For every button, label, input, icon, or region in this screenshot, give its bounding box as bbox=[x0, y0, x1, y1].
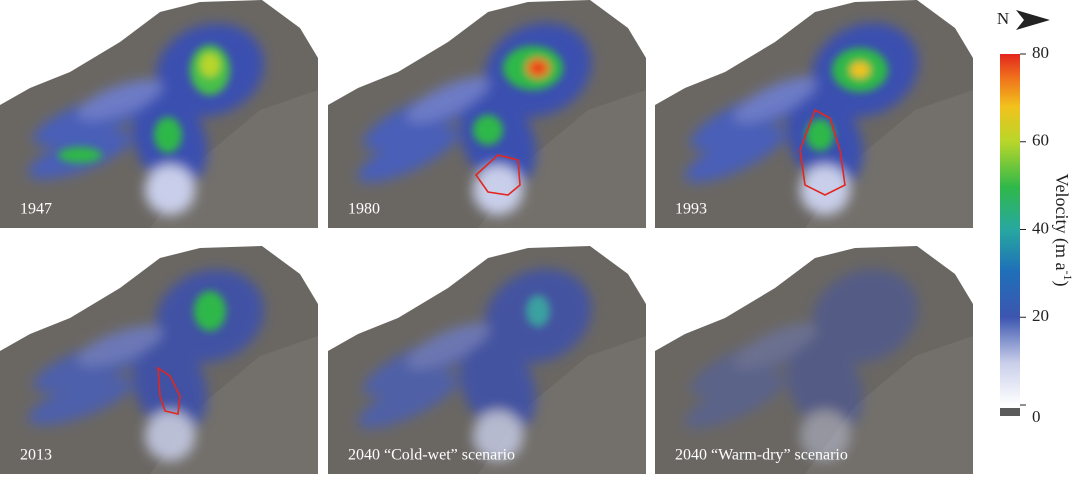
glacier-blob bbox=[406, 323, 490, 369]
glacier bbox=[684, 269, 919, 461]
glacier-blob bbox=[357, 127, 459, 183]
hotspot bbox=[473, 115, 503, 145]
glacier-blob bbox=[811, 269, 919, 363]
glacier bbox=[28, 23, 264, 215]
glacier-blob bbox=[800, 165, 850, 215]
panel-label: 2040 “Warm-dry” scenario bbox=[675, 447, 848, 464]
panel-label: 2013 bbox=[20, 447, 52, 464]
map-panel: 2040 “Warm-dry” scenario bbox=[655, 246, 973, 474]
colorbar-tick-label: 40 bbox=[1032, 218, 1049, 237]
panel-content bbox=[0, 0, 318, 228]
colorbar-tick-label: 0 bbox=[1032, 407, 1041, 426]
map-panel: 2013 bbox=[0, 246, 318, 474]
hotspot bbox=[58, 147, 102, 163]
colorbar-legend: N Velocity (m a-1) 0 20 40 60 80 bbox=[997, 9, 1075, 426]
glacier-blob bbox=[77, 79, 163, 121]
map-panel: 1980 bbox=[328, 0, 646, 228]
glacier-blob bbox=[684, 127, 786, 183]
map-panel: 1993 bbox=[655, 0, 973, 228]
colorbar-tick-label: 20 bbox=[1032, 306, 1049, 325]
glacier-blob bbox=[459, 338, 537, 434]
glacier-blob bbox=[77, 325, 163, 367]
glacier-blob bbox=[28, 376, 132, 426]
colorbar-ramp bbox=[1000, 54, 1020, 405]
glacier bbox=[28, 269, 264, 461]
panel-label: 1993 bbox=[675, 201, 707, 218]
glacier-blob bbox=[145, 411, 195, 461]
hotspot bbox=[200, 53, 220, 77]
map-panel: 2040 “Cold-wet” scenario bbox=[328, 246, 646, 474]
hotspot bbox=[526, 295, 550, 327]
panel-content bbox=[328, 0, 646, 228]
glacier-extent-1947 bbox=[474, 154, 521, 196]
glacier-extent-1947 bbox=[799, 108, 846, 196]
map-panel: 1947 bbox=[0, 0, 318, 228]
glacier-extent-1947 bbox=[157, 366, 181, 415]
glacier-blob bbox=[800, 411, 850, 461]
panel-label: 1947 bbox=[20, 201, 52, 218]
hotspot bbox=[850, 62, 870, 78]
map-panels: 1947 1980 1993 2013 2040 “Cold-wet” scenario… bbox=[0, 0, 973, 474]
glacier-blob bbox=[132, 337, 208, 435]
glacier-blob bbox=[406, 77, 490, 123]
velocity-hotspots bbox=[526, 295, 550, 327]
hotspot bbox=[154, 117, 182, 153]
glacier-blob bbox=[473, 165, 523, 215]
colorbar-tick-label: 60 bbox=[1032, 131, 1049, 150]
glacier-blob bbox=[733, 323, 817, 369]
panel-content bbox=[655, 0, 973, 228]
panel-content bbox=[328, 246, 646, 474]
velocity-hotspots bbox=[194, 291, 226, 331]
velocity-hotspots bbox=[806, 48, 888, 151]
velocity-hotspots bbox=[58, 45, 230, 163]
glacier-blob bbox=[786, 338, 864, 434]
panel-content bbox=[0, 246, 318, 474]
glacier-blob bbox=[473, 411, 523, 461]
hotspot bbox=[532, 63, 544, 73]
glacier-blob bbox=[733, 77, 817, 123]
panel-label: 1980 bbox=[348, 201, 380, 218]
north-arrow bbox=[1016, 10, 1050, 30]
zero-swatch bbox=[1000, 408, 1020, 416]
glacier-blob bbox=[357, 373, 459, 429]
colorbar-title: Velocity (m a-1) bbox=[1051, 174, 1075, 287]
hotspot bbox=[194, 291, 226, 331]
glacier-blob bbox=[684, 373, 786, 429]
colorbar-tick-label: 80 bbox=[1032, 43, 1049, 62]
velocity-hotspots bbox=[473, 46, 563, 145]
glacier-blob bbox=[145, 165, 195, 215]
hotspot bbox=[806, 119, 834, 151]
north-label: N bbox=[997, 9, 1009, 28]
panel-content bbox=[655, 246, 973, 474]
panel-label: 2040 “Cold-wet” scenario bbox=[348, 447, 515, 464]
